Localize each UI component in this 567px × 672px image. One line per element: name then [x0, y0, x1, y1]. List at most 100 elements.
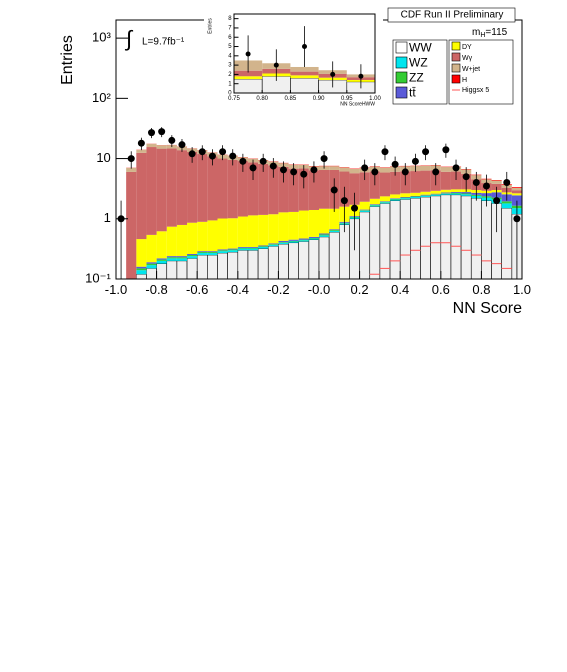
histogram-segment — [329, 229, 339, 230]
data-point — [260, 158, 267, 165]
data-point — [148, 129, 155, 136]
histogram-segment — [502, 203, 512, 208]
histogram-segment — [421, 197, 431, 279]
histogram-segment — [329, 166, 339, 170]
legend-swatch — [452, 42, 460, 50]
histogram-segment — [400, 193, 410, 197]
histogram-segment — [268, 246, 278, 279]
histogram-segment — [400, 198, 410, 199]
histogram-segment — [248, 249, 258, 251]
histogram-segment — [228, 218, 238, 248]
histogram-segment — [370, 206, 380, 279]
inset-x-label: NN ScoreHWW — [340, 101, 375, 107]
x-tick-label: 0.2 — [351, 282, 369, 297]
histogram-segment — [157, 258, 167, 259]
histogram-segment — [146, 265, 156, 268]
title: CDF Run II Preliminary — [401, 10, 504, 21]
histogram-segment — [167, 227, 177, 256]
histogram-segment — [157, 231, 167, 258]
histogram-segment — [197, 252, 207, 253]
histogram-segment — [278, 244, 288, 279]
legend-swatch — [452, 64, 460, 72]
histogram-segment — [248, 215, 258, 247]
histogram-segment — [157, 149, 167, 232]
histogram-segment — [238, 250, 248, 279]
histogram-segment — [329, 232, 339, 279]
histogram-segment — [360, 212, 370, 279]
histogram-segment — [400, 197, 410, 198]
histogram-segment — [400, 199, 410, 279]
y-tick-label: 10 — [96, 150, 110, 165]
histogram-segment — [431, 195, 441, 196]
histogram-segment — [157, 260, 167, 261]
histogram-segment — [319, 170, 329, 209]
histogram-segment — [228, 250, 238, 252]
x-tick-label: 0.85 — [285, 96, 297, 102]
legend-label: WZ — [409, 56, 428, 70]
histogram-segment — [370, 199, 380, 204]
histogram-segment — [329, 230, 339, 231]
histogram-segment — [299, 241, 309, 279]
histogram-segment — [512, 190, 522, 193]
data-point — [128, 155, 135, 162]
legend-label: Higgsx 5 — [462, 87, 489, 94]
histogram-segment — [410, 196, 420, 197]
data-point — [246, 51, 251, 56]
histogram-segment — [207, 251, 217, 252]
data-point — [442, 146, 449, 153]
histogram-segment — [248, 248, 258, 249]
histogram-segment — [157, 264, 167, 279]
legend-label: DY — [462, 44, 472, 51]
histogram-segment — [268, 245, 278, 246]
histogram-segment — [461, 193, 471, 194]
data-point — [402, 168, 409, 175]
mass-value: =115 — [485, 27, 507, 38]
histogram-segment — [410, 193, 420, 196]
x-tick-label: -0.6 — [186, 282, 208, 297]
histogram-segment — [167, 148, 177, 226]
histogram-segment — [410, 196, 420, 197]
histogram-segment — [289, 212, 299, 240]
histogram-segment — [421, 195, 431, 196]
legend-label: ZZ — [409, 71, 424, 85]
histogram-segment — [339, 168, 349, 172]
legend-swatch — [396, 42, 407, 53]
histogram-segment — [268, 244, 278, 245]
histogram-segment — [390, 199, 400, 200]
histogram-segment — [471, 198, 481, 279]
histogram-segment — [228, 249, 238, 250]
x-tick-label: -0.4 — [227, 282, 249, 297]
histogram-segment — [451, 194, 461, 195]
histogram-segment — [234, 76, 262, 79]
y-axis-label: Entries — [59, 35, 76, 85]
histogram-segment — [167, 261, 177, 279]
legend-label: W+jet — [462, 66, 480, 73]
histogram-segment — [258, 246, 268, 247]
histogram-segment — [218, 250, 228, 251]
histogram-segment — [390, 201, 400, 279]
histogram-segment — [299, 240, 309, 241]
histogram-segment — [136, 274, 146, 279]
histogram-segment — [441, 172, 451, 190]
histogram-segment — [319, 233, 329, 234]
histogram-segment — [299, 240, 309, 241]
histogram-segment — [339, 225, 349, 279]
histogram-segment — [512, 188, 522, 191]
histogram-segment — [410, 197, 420, 198]
histogram-segment — [238, 249, 248, 251]
histogram-segment — [461, 194, 471, 196]
x-tick-label: 0.8 — [472, 282, 490, 297]
data-point — [412, 158, 419, 165]
mass-symbol: m — [472, 27, 480, 38]
histogram-segment — [218, 159, 228, 219]
histogram-segment — [512, 187, 522, 188]
histogram-segment — [258, 247, 268, 249]
data-point — [300, 171, 307, 178]
data-point — [302, 44, 307, 49]
data-point — [483, 183, 490, 190]
histogram-segment — [431, 194, 441, 195]
x-tick-label: 1.0 — [513, 282, 531, 297]
legend-swatch — [452, 75, 460, 83]
